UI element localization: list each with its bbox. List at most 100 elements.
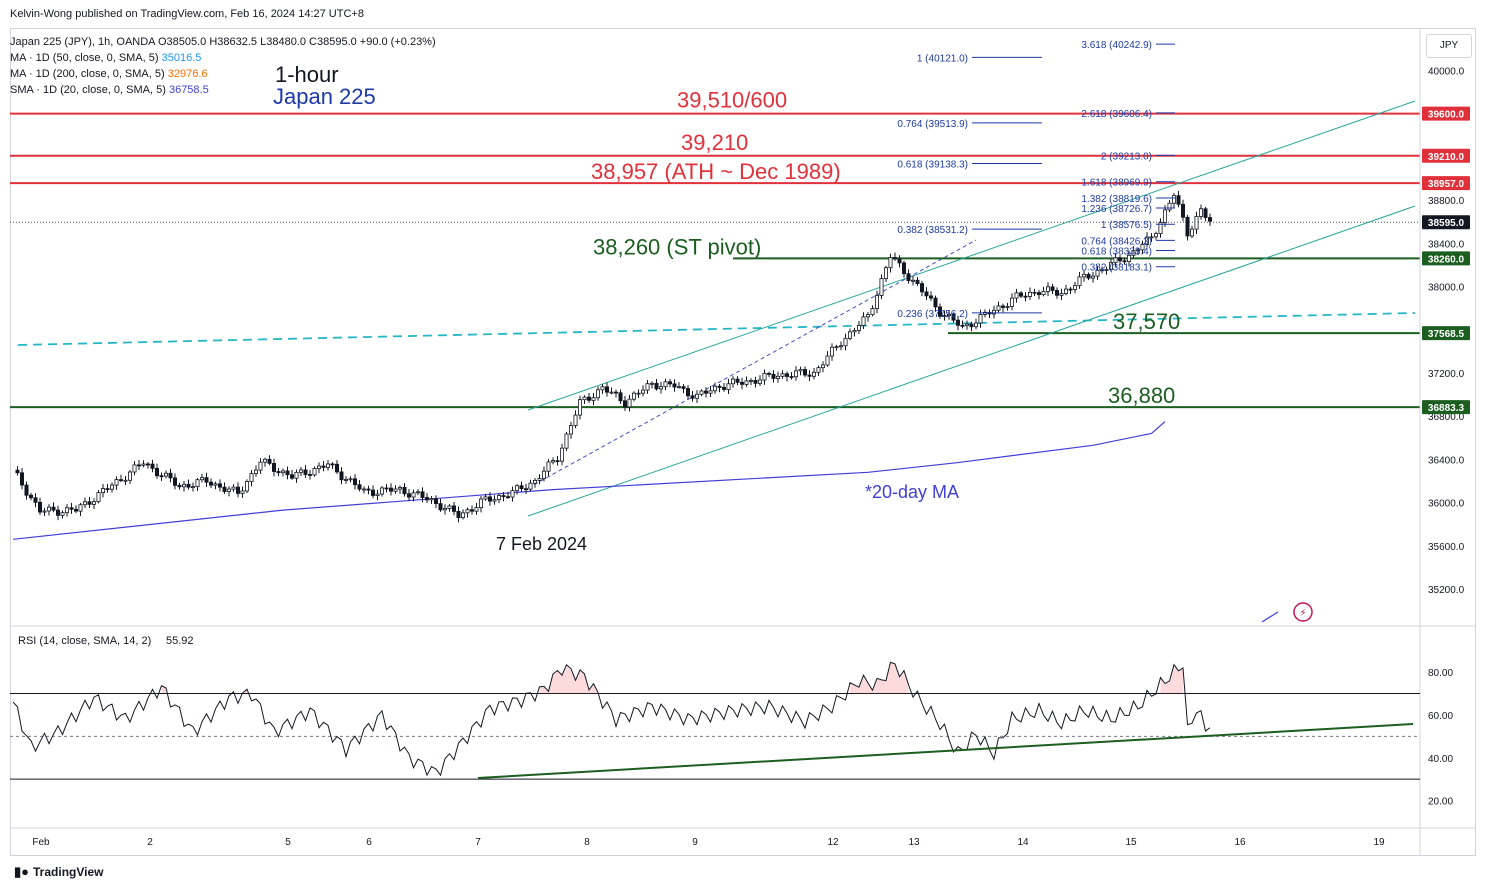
ma50-label: MA · 1D (50, close, 0, SMA, 5) bbox=[10, 52, 159, 64]
candle-body bbox=[447, 505, 452, 509]
candle-body bbox=[105, 488, 110, 491]
candle-body bbox=[253, 469, 258, 474]
fib-lower-label: 0.382 (38183.1) bbox=[1081, 263, 1152, 274]
ma50-legend[interactable]: MA · 1D (50, close, 0, SMA, 5) 35016.5 bbox=[10, 52, 201, 64]
candle-body bbox=[87, 501, 92, 505]
candle-body bbox=[1001, 305, 1006, 308]
candle-body bbox=[749, 380, 754, 382]
level-axis-label: 37568.5 bbox=[1428, 329, 1465, 340]
candle-body bbox=[789, 376, 794, 378]
candle-body bbox=[460, 512, 465, 519]
candle-body bbox=[397, 487, 402, 490]
candle-body bbox=[1082, 273, 1087, 278]
ma-annotation: *20-day MA bbox=[865, 482, 959, 502]
candle-body bbox=[870, 308, 875, 316]
candle-body bbox=[92, 501, 97, 505]
time-axis[interactable]: Feb 2 5 6 7 8 9 12 13 14 15 16 19 bbox=[10, 827, 1476, 848]
candle-body bbox=[325, 463, 330, 468]
candle-body bbox=[654, 382, 659, 390]
candle-body bbox=[208, 481, 213, 486]
currency-button[interactable]: JPY bbox=[1426, 34, 1472, 58]
price-tick-label: 38400.0 bbox=[1428, 239, 1465, 250]
candle-body bbox=[1158, 222, 1163, 235]
candle-body bbox=[681, 386, 686, 389]
candle-body bbox=[1064, 288, 1069, 294]
candle-body bbox=[492, 499, 497, 502]
candle-body bbox=[114, 479, 119, 486]
candle-body bbox=[316, 465, 321, 470]
candle-body bbox=[767, 372, 772, 375]
candle-body bbox=[474, 507, 479, 512]
candle-body bbox=[1055, 290, 1060, 296]
candle-body bbox=[578, 399, 583, 416]
candle-body bbox=[1059, 293, 1064, 296]
ma200-legend[interactable]: MA · 1D (200, close, 0, SMA, 5) 32976.6 bbox=[10, 68, 208, 80]
candle-body bbox=[47, 506, 52, 512]
symbol-line: Japan 225 (JPY), 1h, OANDA O38505.0 H386… bbox=[10, 36, 436, 48]
candle-body bbox=[546, 461, 551, 472]
fib-lower-label: 1.236 (38726.7) bbox=[1081, 204, 1152, 215]
fib-lower-label: 1.618 (38969.9) bbox=[1081, 178, 1152, 189]
candle-body bbox=[1172, 195, 1177, 204]
candle-body bbox=[65, 507, 70, 514]
candle-body bbox=[641, 389, 646, 394]
candle-body bbox=[451, 505, 456, 512]
fib-lower-label: 1.382 (38819.6) bbox=[1081, 194, 1152, 205]
rsi-panel[interactable]: RSI (14, close, SMA, 14, 2) 55.92 20.00 40… bbox=[10, 635, 1453, 808]
candle-body bbox=[569, 425, 574, 435]
level-axis-label: 36883.3 bbox=[1428, 403, 1465, 414]
candle-body bbox=[668, 381, 673, 385]
candle-body bbox=[478, 498, 483, 509]
candle-body bbox=[758, 379, 763, 384]
candle-body bbox=[101, 488, 106, 493]
fib-lower-label: 2.618 (39606.4) bbox=[1081, 109, 1152, 120]
publisher-line: Kelvin-Wong published on TradingView.com… bbox=[10, 8, 364, 20]
candle-body bbox=[740, 381, 745, 385]
low-date-annotation: 7 Feb 2024 bbox=[496, 534, 587, 554]
candle-body bbox=[384, 487, 389, 490]
candle-body bbox=[60, 512, 65, 516]
candle-body bbox=[24, 484, 29, 496]
candle-body bbox=[83, 501, 88, 506]
candle-body bbox=[1127, 254, 1132, 263]
candle-body bbox=[465, 509, 470, 514]
candle-body bbox=[280, 470, 285, 474]
candle-body bbox=[672, 383, 677, 388]
price-channel bbox=[527, 100, 1416, 517]
level-axis-label: 39600.0 bbox=[1428, 110, 1465, 121]
fib-lower-label: 2 (39213.0) bbox=[1101, 151, 1152, 162]
candle-body bbox=[483, 496, 488, 500]
sma20-legend[interactable]: SMA · 1D (20, close, 0, SMA, 5) 36758.5 bbox=[10, 84, 209, 96]
candle-body bbox=[744, 380, 749, 385]
candle-body bbox=[533, 480, 538, 484]
tradingview-icon: ▮● bbox=[14, 864, 30, 879]
fib-upper-label: 1 (40121.0) bbox=[917, 53, 968, 64]
horizontal-levels bbox=[10, 112, 1420, 409]
price-axis[interactable]: 35200.0 35600.0 36000.0 36400.0 36800.0 37200… bbox=[10, 30, 1476, 855]
candle-body bbox=[897, 258, 902, 264]
candle-body bbox=[1028, 291, 1033, 297]
candle-body bbox=[190, 486, 195, 489]
candle-body bbox=[605, 386, 610, 393]
candle-body bbox=[983, 311, 988, 315]
level-axis-badge bbox=[1422, 176, 1470, 191]
candle-body bbox=[812, 371, 817, 377]
level-text: 39,510/600 bbox=[677, 88, 787, 113]
last-price-badge bbox=[1422, 215, 1470, 230]
candle-body bbox=[609, 391, 614, 394]
level-axis-badge bbox=[1422, 148, 1470, 163]
candle-body bbox=[38, 501, 43, 513]
candle-body bbox=[627, 398, 632, 408]
candle-body bbox=[469, 509, 474, 512]
candle-body bbox=[222, 486, 227, 492]
candle-body bbox=[307, 474, 312, 476]
candle-body bbox=[411, 492, 416, 498]
price-tick-label: 36400.0 bbox=[1428, 455, 1465, 466]
tradingview-logo[interactable]: ▮● TradingView bbox=[14, 864, 103, 880]
candle-body bbox=[357, 484, 362, 490]
candle-body bbox=[555, 460, 560, 462]
candle-body bbox=[542, 470, 547, 480]
candle-body bbox=[1068, 288, 1073, 291]
candle-body bbox=[582, 396, 587, 401]
